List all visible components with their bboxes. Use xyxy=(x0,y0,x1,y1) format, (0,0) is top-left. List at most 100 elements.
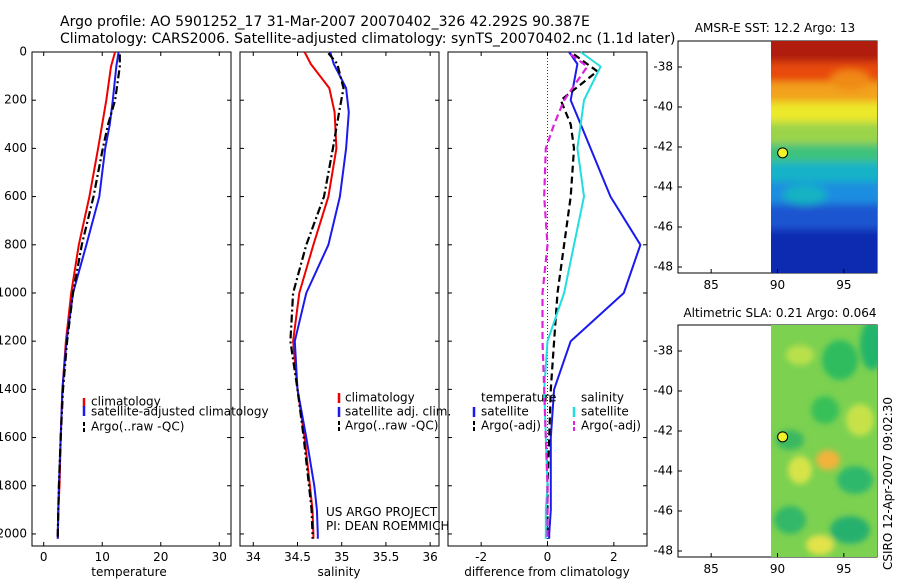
sst-band-warm-3 xyxy=(771,82,877,104)
legend-label: satellite-adjusted climatology xyxy=(91,405,269,419)
legend-label: satellite xyxy=(581,405,629,419)
header-line-1: Argo profile: AO 5901252_17 31-Mar-2007 … xyxy=(60,14,590,30)
sla-blob xyxy=(806,535,834,555)
map-y-tick-label: -46 xyxy=(653,504,673,518)
map-y-tick-label: -44 xyxy=(653,180,673,194)
series-line-temperature-argo-adj- xyxy=(546,53,599,539)
x-tick-label: 2 xyxy=(610,550,618,564)
sst-band-mid-2 xyxy=(771,122,877,146)
legend-label: climatology xyxy=(345,391,415,405)
depth-tick-label: 1800 xyxy=(0,478,27,492)
difference-legend: temperature satellite Argo(-adj) salinit… xyxy=(472,391,641,433)
sla-blob xyxy=(786,345,814,365)
salinity-panel-frame xyxy=(239,51,440,547)
series-line-satellite-adj-clim- xyxy=(293,51,350,539)
depth-tick-label: 1000 xyxy=(0,285,27,299)
difference-profile-plot: -2 0 2 xyxy=(448,51,647,564)
x-tick-label: 0 xyxy=(544,550,552,564)
depth-tick-label: 0 xyxy=(19,45,27,59)
salinity-legend: climatology satellite adj. clim. Argo(..… xyxy=(337,391,451,433)
legend-label: satellite xyxy=(481,405,529,419)
sla-map-title: Altimetric SLA: 0.21 Argo: 0.064 xyxy=(683,306,876,320)
legend-label: climatology xyxy=(91,395,161,409)
x-tick-label: -2 xyxy=(475,550,487,564)
depth-tick-label: 200 xyxy=(4,93,27,107)
sla-blob xyxy=(846,404,874,436)
map-y-tick-label: -42 xyxy=(653,140,673,154)
legend-label: Argo(-adj) xyxy=(481,419,541,433)
map-y-tick-label: -46 xyxy=(653,220,673,234)
map-y-tick-label: -38 xyxy=(653,60,673,74)
temperature-xlabel: temperature xyxy=(91,565,166,579)
credit-line-1: US ARGO PROJECT xyxy=(326,505,438,519)
temperature-profile-plot: 0 10 20 30 xyxy=(32,51,231,564)
series-line-salinity-satellite xyxy=(543,51,602,539)
header-line-2: Climatology: CARS2006. Satellite-adjuste… xyxy=(60,31,675,47)
series-line-satellite-adjusted-climatology xyxy=(56,51,120,539)
x-tick-label: 35.5 xyxy=(373,550,400,564)
depth-tick-label: 600 xyxy=(4,189,27,203)
legend-label: satellite adj. clim. xyxy=(345,405,451,419)
map-x-tick-label: 90 xyxy=(770,278,785,292)
map-y-tick-label: -38 xyxy=(653,344,673,358)
argo-location-marker xyxy=(777,431,789,443)
x-tick-label: 34 xyxy=(246,550,261,564)
map-x-tick-label: 95 xyxy=(836,562,851,576)
argo-location-marker xyxy=(777,147,789,159)
sst-heatmap xyxy=(771,41,877,273)
temperature-panel-frame xyxy=(31,51,232,547)
legend-heading-salinity: salinity xyxy=(581,391,624,405)
map-y-tick-label: -42 xyxy=(653,424,673,438)
x-tick-label: 0 xyxy=(40,550,48,564)
sst-eddy xyxy=(783,185,827,205)
sst-band-mid-1 xyxy=(771,102,877,124)
series-line-climatology xyxy=(56,51,117,539)
credit-line-2: PI: DEAN ROEMMICH xyxy=(326,519,449,533)
sla-heatmap xyxy=(771,325,877,557)
depth-axis: 0 200 400 600 800 1000 1200 1400 1600 1800 2000 xyxy=(0,45,27,541)
x-tick-label: 35 xyxy=(334,550,349,564)
x-tick-label: 30 xyxy=(212,550,227,564)
map-x-tick-label: 90 xyxy=(770,562,785,576)
sla-blob xyxy=(788,456,812,484)
series-line-argo-raw-qc- xyxy=(56,54,121,539)
legend-label: Argo(..raw -QC) xyxy=(345,419,438,433)
map-y-tick-label: -48 xyxy=(653,544,673,558)
sla-blob xyxy=(860,325,877,370)
sla-blob xyxy=(816,450,840,470)
depth-tick-label: 1400 xyxy=(0,382,27,396)
sst-eddy xyxy=(830,70,870,90)
sla-blob xyxy=(837,466,873,494)
series-line-climatology xyxy=(292,51,338,539)
map-y-tick-label: -44 xyxy=(653,464,673,478)
depth-tick-label: 400 xyxy=(4,141,27,155)
map-y-tick-label: -40 xyxy=(653,384,673,398)
series-line-salinity-argo-adj- xyxy=(541,53,589,539)
map-y-tick-label: -40 xyxy=(653,100,673,114)
x-tick-label: 20 xyxy=(153,550,168,564)
x-tick-label: 10 xyxy=(95,550,110,564)
salinity-profile-plot: 34 34.5 35 35.5 36 xyxy=(240,51,439,564)
sla-blob xyxy=(822,340,858,380)
sla-blob xyxy=(830,516,870,544)
depth-tick-label: 1200 xyxy=(0,334,27,348)
salinity-xlabel: salinity xyxy=(317,565,360,579)
temperature-legend: climatology satellite-adjusted climatolo… xyxy=(82,395,269,434)
map-x-tick-label: 95 xyxy=(836,278,851,292)
sst-band-warm-2 xyxy=(771,62,877,84)
depth-tick-label: 800 xyxy=(4,237,27,251)
sla-blob xyxy=(811,396,839,424)
difference-xlabel: difference from climatology xyxy=(464,565,630,579)
sst-band-mid-3 xyxy=(771,144,877,164)
sst-band-cool-1 xyxy=(771,162,877,184)
map-x-tick-label: 85 xyxy=(704,562,719,576)
footer-stamp: CSIRO 12-Apr-2007 09:02:30 xyxy=(881,397,895,570)
legend-heading-temperature: temperature xyxy=(481,391,556,405)
x-tick-label: 34.5 xyxy=(284,550,311,564)
series-line-temperature-satellite xyxy=(548,51,642,539)
series-line-argo-raw-qc- xyxy=(289,52,345,539)
map-y-tick-label: -48 xyxy=(653,260,673,274)
sst-band-cool-3 xyxy=(771,204,877,230)
sla-blob xyxy=(774,506,806,534)
sst-map-axes: -38 -40 -42 -44 -46 -48 85 90 95 xyxy=(653,60,851,293)
